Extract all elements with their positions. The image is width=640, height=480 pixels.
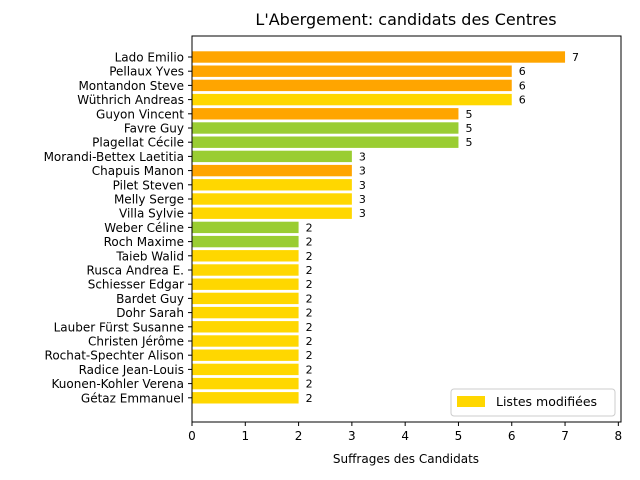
data-label: 2 bbox=[306, 321, 313, 334]
x-tick-label: 3 bbox=[348, 429, 356, 443]
data-label: 3 bbox=[359, 193, 366, 206]
y-tick-label: Guyon Vincent bbox=[96, 107, 184, 121]
data-label: 5 bbox=[465, 108, 472, 121]
data-label: 2 bbox=[306, 307, 313, 320]
y-tick-label: Morandi-Bettex Laetitia bbox=[44, 150, 184, 164]
data-label: 2 bbox=[306, 335, 313, 348]
y-tick-label: Rochat-Spechter Alison bbox=[45, 349, 184, 363]
y-tick-label: Weber Céline bbox=[104, 221, 184, 235]
y-tick-label: Montandon Steve bbox=[78, 79, 184, 93]
bar bbox=[192, 278, 299, 290]
bar bbox=[192, 250, 299, 262]
data-label: 5 bbox=[465, 136, 472, 149]
data-label: 2 bbox=[306, 378, 313, 391]
x-tick-label: 4 bbox=[401, 429, 409, 443]
y-tick-label: Radice Jean-Louis bbox=[79, 363, 184, 377]
data-label: 2 bbox=[306, 250, 313, 263]
legend-label: Listes modifiées bbox=[496, 394, 597, 409]
data-label: 3 bbox=[359, 165, 366, 178]
y-tick-label: Chapuis Manon bbox=[92, 164, 184, 178]
data-label: 2 bbox=[306, 221, 313, 234]
y-tick-label: Plagellat Cécile bbox=[92, 136, 184, 150]
y-tick-label: Bardet Guy bbox=[116, 292, 184, 306]
x-tick-label: 7 bbox=[561, 429, 569, 443]
bar bbox=[192, 193, 352, 205]
data-label: 2 bbox=[306, 278, 313, 291]
y-tick-label: Pellaux Yves bbox=[109, 65, 184, 79]
y-tick-label: Dohr Sarah bbox=[116, 306, 184, 320]
plot-area: Lado Emilio 7 Pellaux Yves 6 Montandon Steve… bbox=[44, 51, 579, 406]
y-tick-label: Villa Sylvie bbox=[119, 207, 184, 221]
bar bbox=[192, 349, 299, 361]
bar bbox=[192, 392, 299, 404]
legend: Listes modifiées bbox=[450, 388, 616, 417]
bar bbox=[192, 321, 299, 333]
bar bbox=[192, 108, 459, 120]
bar bbox=[192, 136, 459, 148]
bar bbox=[192, 335, 299, 347]
y-tick-label: Gétaz Emmanuel bbox=[81, 391, 184, 405]
y-tick-label: Taieb Walid bbox=[115, 249, 184, 263]
y-tick-label: Favre Guy bbox=[124, 122, 184, 136]
x-tick-label: 0 bbox=[188, 429, 196, 443]
y-tick-label: Christen Jérôme bbox=[88, 335, 184, 349]
bar bbox=[192, 207, 352, 219]
y-tick-label: Pilet Steven bbox=[113, 178, 184, 192]
bar bbox=[192, 150, 352, 163]
x-tick-label: 6 bbox=[508, 429, 516, 443]
data-label: 5 bbox=[465, 122, 472, 135]
legend-swatch bbox=[457, 396, 485, 407]
bar bbox=[192, 235, 299, 248]
data-label: 2 bbox=[306, 363, 313, 376]
bar bbox=[192, 79, 512, 92]
bar bbox=[192, 292, 299, 305]
bar bbox=[192, 221, 299, 234]
bar bbox=[192, 164, 352, 177]
legend-box bbox=[450, 388, 616, 417]
data-label: 7 bbox=[572, 51, 579, 64]
data-label: 3 bbox=[359, 207, 366, 220]
y-tick-label: Roch Maxime bbox=[104, 235, 184, 249]
y-tick-label: Schiesser Edgar bbox=[88, 278, 184, 292]
bar bbox=[192, 306, 299, 319]
y-tick-label: Kuonen-Kohler Verena bbox=[52, 377, 185, 391]
bar bbox=[192, 65, 512, 77]
data-label: 6 bbox=[519, 94, 526, 107]
x-axis-label: Suffrages des Candidats bbox=[333, 452, 479, 466]
data-label: 2 bbox=[306, 349, 313, 362]
x-tick-label: 8 bbox=[615, 429, 623, 443]
y-tick-label: Melly Serge bbox=[114, 193, 184, 207]
bar bbox=[192, 363, 299, 376]
data-label: 2 bbox=[306, 236, 313, 249]
x-tick-label: 1 bbox=[241, 429, 249, 443]
plot-frame bbox=[191, 35, 622, 423]
bar bbox=[192, 122, 459, 134]
x-tick-label: 5 bbox=[455, 429, 463, 443]
y-tick-label: Rusca Andrea E. bbox=[87, 264, 184, 278]
data-label: 3 bbox=[359, 150, 366, 163]
bar bbox=[192, 264, 299, 276]
y-tick-label: Wüthrich Andreas bbox=[77, 93, 184, 107]
bar bbox=[192, 93, 512, 106]
data-label: 3 bbox=[359, 179, 366, 192]
y-tick-label: Lauber Fürst Susanne bbox=[54, 320, 184, 334]
x-tick-label: 2 bbox=[295, 429, 303, 443]
bar bbox=[192, 51, 566, 63]
data-label: 6 bbox=[519, 65, 526, 78]
data-label: 2 bbox=[306, 264, 313, 277]
data-label: 2 bbox=[306, 392, 313, 405]
chart-title: L'Abergement: candidats des Centres bbox=[255, 10, 556, 29]
data-label: 2 bbox=[306, 292, 313, 305]
bar bbox=[192, 179, 352, 191]
y-tick-label: Lado Emilio bbox=[115, 51, 184, 65]
data-label: 6 bbox=[519, 79, 526, 92]
bar bbox=[192, 377, 299, 390]
